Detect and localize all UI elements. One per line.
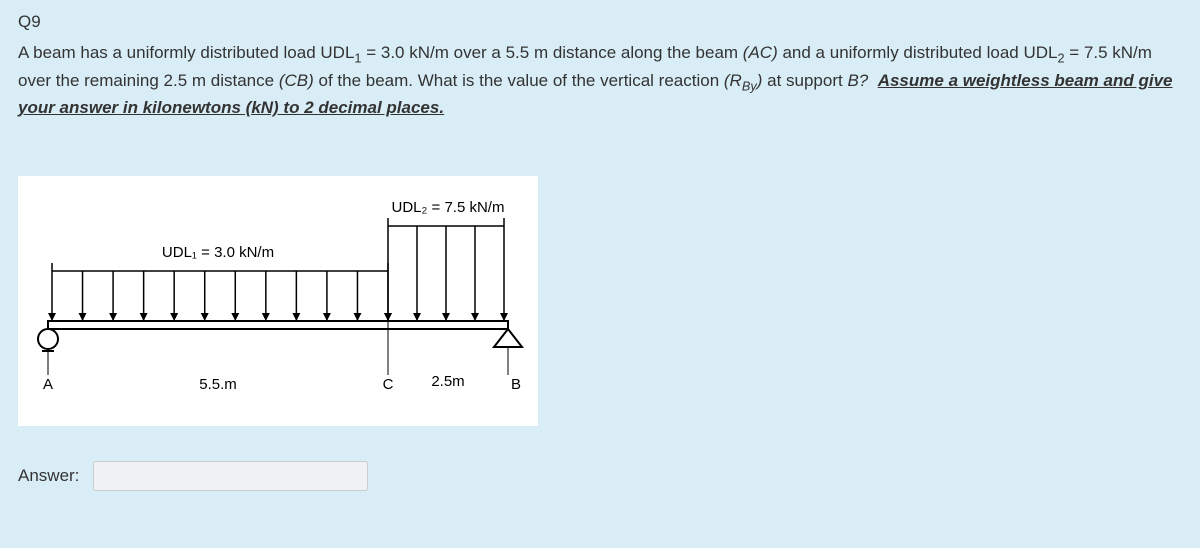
question-number: Q9 bbox=[18, 12, 1182, 32]
answer-label: Answer: bbox=[18, 466, 79, 486]
question-text: A beam has a uniformly distributed load … bbox=[18, 40, 1182, 121]
beam-diagram: UDL₁ = 3.0 kN/m UDL₂ = 7.5 kN/m A C B 5.5.m 2.… bbox=[18, 176, 538, 426]
text-part: A beam has a uniformly distributed load … bbox=[18, 43, 354, 62]
text-italic-b: B? bbox=[847, 71, 868, 90]
answer-input[interactable] bbox=[93, 461, 368, 491]
text-part: = 3.0 kN/m over a 5.5 m distance along t… bbox=[362, 43, 743, 62]
svg-text:5.5.m: 5.5.m bbox=[199, 376, 237, 393]
svg-text:UDL₁ = 3.0 kN/m: UDL₁ = 3.0 kN/m bbox=[162, 244, 274, 261]
svg-text:B: B bbox=[511, 376, 521, 393]
svg-text:UDL₂ = 7.5 kN/m: UDL₂ = 7.5 kN/m bbox=[392, 199, 505, 216]
text-italic-ac: (AC) bbox=[743, 43, 778, 62]
text-part: of the beam. What is the value of the ve… bbox=[314, 71, 724, 90]
subscript-1: 1 bbox=[354, 50, 361, 65]
subscript-2: 2 bbox=[1057, 50, 1064, 65]
svg-text:A: A bbox=[43, 376, 53, 393]
text-part: and a uniformly distributed load UDL bbox=[778, 43, 1058, 62]
svg-text:2.5m: 2.5m bbox=[431, 373, 464, 390]
svg-text:C: C bbox=[383, 376, 394, 393]
text-italic-rby: (RBy) bbox=[724, 71, 763, 90]
answer-row: Answer: bbox=[18, 461, 1182, 491]
text-part: at support bbox=[762, 71, 847, 90]
text-italic-cb: (CB) bbox=[279, 71, 314, 90]
